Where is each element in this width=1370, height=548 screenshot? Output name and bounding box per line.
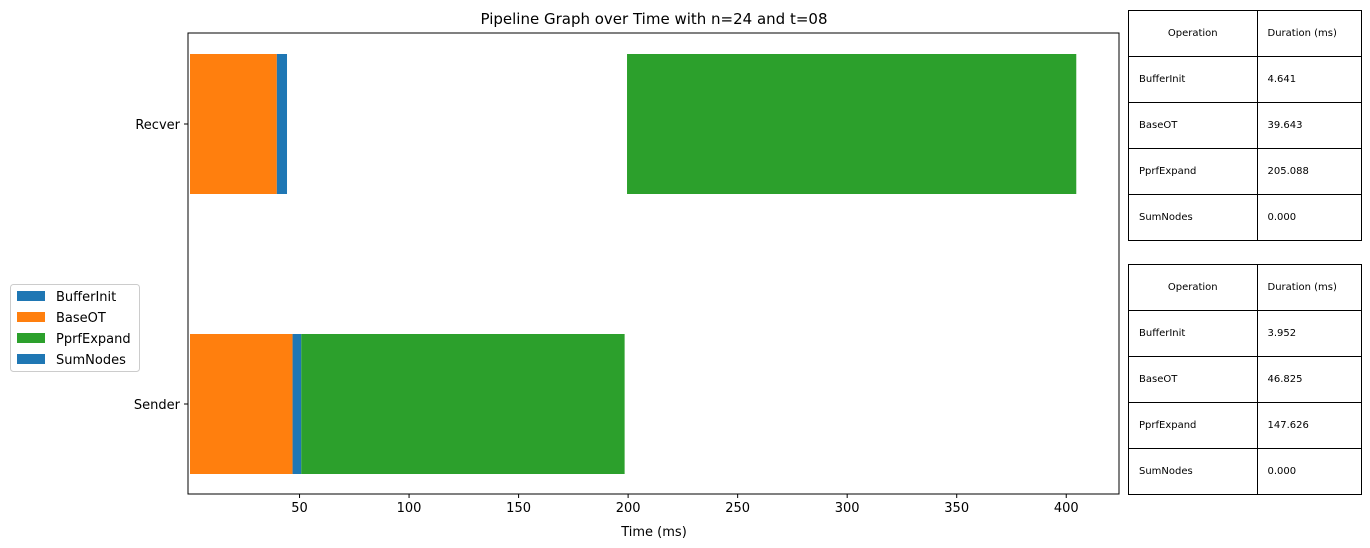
legend-label-baseot: BaseOT (56, 311, 106, 326)
table-row: SumNodes 0.000 (1128, 448, 1363, 495)
table-row: BufferInit 4.641 (1128, 56, 1363, 103)
table-cell-duration: 4.641 (1256, 56, 1363, 103)
table-header-duration: Duration (ms) (1256, 264, 1363, 311)
legend-swatch-baseot (17, 312, 45, 322)
table-header-row: Operation Duration (ms) (1128, 264, 1363, 311)
table-cell-duration: 3.952 (1256, 310, 1363, 357)
table-cell-duration: 39.643 (1256, 102, 1363, 149)
table-cell-duration: 0.000 (1256, 448, 1363, 495)
table-header-operation: Operation (1128, 10, 1258, 57)
x-tick-label: 200 (616, 501, 641, 516)
bar-recver-baseot (190, 54, 277, 194)
table-cell-duration: 46.825 (1256, 356, 1363, 403)
legend-label-pprfexpand: PprfExpand (56, 332, 131, 347)
x-tick-label: 100 (397, 501, 422, 516)
table-row: PprfExpand 205.088 (1128, 148, 1363, 195)
table-cell-operation: BaseOT (1128, 356, 1258, 403)
legend-label-bufferinit: BufferInit (56, 290, 116, 305)
x-tick-label: 50 (291, 501, 308, 516)
bar-recver-pprfexpand (627, 54, 1077, 194)
table-cell-operation: SumNodes (1128, 448, 1258, 495)
chart-title: Pipeline Graph over Time with n=24 and t… (481, 10, 828, 28)
x-tick-label: 150 (506, 501, 531, 516)
x-tick-label: 400 (1054, 501, 1079, 516)
sender-duration-table: Operation Duration (ms) BufferInit 3.952… (1128, 264, 1363, 495)
y-tick-label-sender: Sender (134, 398, 181, 413)
legend-swatch-sumnodes (17, 354, 45, 364)
table-row: SumNodes 0.000 (1128, 194, 1363, 241)
legend-swatch-bufferinit (17, 291, 45, 301)
x-tick-label: 350 (944, 501, 969, 516)
table-cell-duration: 205.088 (1256, 148, 1363, 195)
legend-swatch-pprfexpand (17, 333, 45, 343)
bar-sender-bufferinit (292, 334, 302, 474)
table-cell-duration: 147.626 (1256, 402, 1363, 449)
table-row: BaseOT 39.643 (1128, 102, 1363, 149)
bar-recver-bufferinit (276, 54, 288, 194)
table-cell-operation: BufferInit (1128, 310, 1258, 357)
table-row: BufferInit 3.952 (1128, 310, 1363, 357)
receiver-duration-table: Operation Duration (ms) BufferInit 4.641… (1128, 10, 1363, 241)
table-row: PprfExpand 147.626 (1128, 402, 1363, 449)
legend-label-sumnodes: SumNodes (56, 353, 126, 368)
table-cell-operation: PprfExpand (1128, 148, 1258, 195)
x-axis-label: Time (ms) (620, 525, 687, 540)
y-tick-label-recver: Recver (135, 118, 180, 133)
table-header-duration: Duration (ms) (1256, 10, 1363, 57)
table-cell-operation: BufferInit (1128, 56, 1258, 103)
table-header-row: Operation Duration (ms) (1128, 10, 1363, 57)
table-cell-operation: PprfExpand (1128, 402, 1258, 449)
legend: BufferInit BaseOT PprfExpand SumNodes (10, 284, 140, 372)
table-row: BaseOT 46.825 (1128, 356, 1363, 403)
x-tick-label: 250 (725, 501, 750, 516)
bar-sender-baseot (190, 334, 293, 474)
legend-frame (10, 284, 140, 372)
bar-sender-pprfexpand (301, 334, 625, 474)
table-header-operation: Operation (1128, 264, 1258, 311)
table-cell-operation: SumNodes (1128, 194, 1258, 241)
x-tick-label: 300 (835, 501, 860, 516)
table-cell-duration: 0.000 (1256, 194, 1363, 241)
plot-frame (187, 32, 1120, 495)
table-cell-operation: BaseOT (1128, 102, 1258, 149)
